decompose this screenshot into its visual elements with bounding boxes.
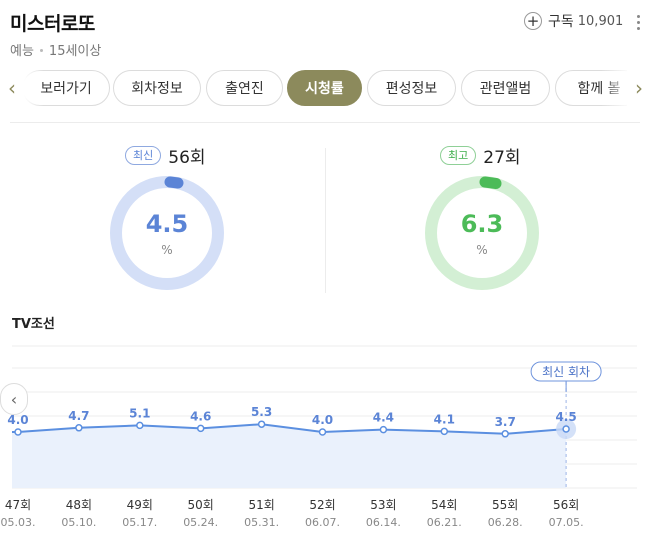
separator-dot — [39, 48, 43, 52]
data-point — [75, 424, 83, 432]
latest-episode-callout-text: 최신 회차 — [542, 365, 590, 379]
date-tick-label: 05.17. — [122, 516, 157, 529]
data-point — [562, 425, 570, 433]
episode-tick-label: 54회 — [431, 498, 457, 512]
data-point — [501, 430, 509, 438]
date-tick-label: 07.05. — [549, 516, 584, 529]
tab-label: 편성정보 — [385, 81, 438, 97]
data-label: 4.7 — [68, 409, 89, 423]
data-label: 5.3 — [251, 405, 272, 419]
episode-tick-label: 48회 — [66, 498, 92, 512]
date-tick-label: 06.28. — [488, 516, 523, 529]
latest-episode: 56회 — [168, 148, 206, 168]
ratings-line-chart: 4.0 47회 05.03. 4.7 48회 05.10. 5.1 49회 05.17. 4.6 5… — [1, 345, 637, 529]
latest-rating-header: 최신 56회 — [125, 143, 206, 168]
best-rating-ring — [425, 176, 539, 290]
channel-name: TV조선 — [12, 317, 55, 332]
date-tick-label: 06.07. — [305, 516, 340, 529]
data-label: 4.0 — [7, 413, 28, 427]
tab-ratings[interactable]: 시청률 — [287, 70, 362, 106]
program-meta: 예능 15세이상 — [10, 40, 101, 59]
data-point — [318, 428, 327, 436]
date-tick-label: 05.03. — [1, 516, 36, 529]
episode-tick-label: 53회 — [370, 498, 396, 512]
chart-scroll-left-icon[interactable]: ‹ — [0, 383, 28, 415]
latest-badge: 최신 — [125, 146, 162, 165]
best-episode: 27회 — [483, 148, 521, 168]
program-header: 미스터로또 예능 15세이상 + 구독 10,901 — [0, 0, 655, 62]
tab-label: 출연진 — [225, 81, 264, 97]
data-point — [136, 421, 144, 430]
date-tick-label: 06.21. — [427, 516, 462, 529]
episode-tick-label: 56회 — [553, 498, 579, 512]
episode-tick-label: 50회 — [188, 498, 214, 512]
latest-rating-ring — [110, 176, 224, 290]
tab-label: 관련앨범 — [479, 81, 532, 97]
data-label: 4.0 — [312, 413, 333, 427]
section-divider — [10, 122, 640, 123]
data-point — [440, 427, 449, 436]
best-badge: 최고 — [440, 146, 477, 165]
tab-scroll-right-icon[interactable]: › — [627, 70, 651, 106]
latest-rating-value: 4.5 — [145, 210, 189, 238]
date-tick-label: 05.31. — [244, 516, 279, 529]
data-point — [196, 424, 205, 433]
episode-tick-label: 47회 — [5, 498, 31, 512]
tab-fade-left — [24, 70, 44, 106]
best-rating-unit: % — [476, 243, 488, 257]
program-title: 미스터로또 — [10, 13, 95, 35]
tab-bar: 보러가기 회차정보 출연진 시청률 편성정보 관련앨범 함께 볼 ‹ › — [0, 70, 655, 108]
best-rating-value: 6.3 — [460, 210, 504, 238]
tab-albums[interactable]: 관련앨범 — [461, 70, 550, 106]
tab-episode-info[interactable]: 회차정보 — [113, 70, 201, 106]
episode-tick-label: 55회 — [492, 498, 518, 512]
data-label: 3.7 — [495, 415, 516, 429]
episode-tick-label: 52회 — [309, 498, 335, 512]
genre-label: 예능 — [10, 44, 34, 59]
tab-schedule[interactable]: 편성정보 — [367, 70, 456, 106]
latest-rating-unit: % — [161, 243, 173, 257]
data-point — [14, 428, 22, 436]
data-label: 5.1 — [129, 406, 150, 420]
data-label: 4.1 — [434, 412, 455, 426]
subscribe-label: 구독 — [548, 14, 574, 30]
episode-tick-label: 51회 — [248, 498, 274, 512]
more-options-icon[interactable] — [632, 12, 644, 34]
tab-label: 보러가기 — [40, 81, 92, 97]
date-tick-label: 05.10. — [61, 516, 96, 529]
tab-label: 시청률 — [305, 81, 344, 97]
stats-divider — [325, 148, 326, 293]
best-rating-header: 최고 27회 — [440, 143, 521, 168]
data-point — [257, 420, 266, 428]
plus-icon: + — [524, 12, 542, 30]
tab-scroll-left-icon[interactable]: ‹ — [0, 70, 24, 106]
area-fill — [12, 424, 567, 488]
data-label: 4.4 — [373, 411, 394, 425]
tab-cast[interactable]: 출연진 — [206, 70, 283, 106]
data-label: 4.5 — [555, 410, 576, 424]
subscribe-button[interactable]: + 구독 10,901 — [524, 9, 623, 33]
episode-tick-label: 49회 — [127, 498, 153, 512]
age-rating: 15세이상 — [48, 44, 102, 59]
date-tick-label: 06.14. — [366, 516, 401, 529]
data-point — [379, 425, 388, 434]
subscriber-count: 10,901 — [577, 13, 624, 29]
data-label: 4.6 — [190, 409, 211, 423]
tab-fade-right — [601, 70, 631, 106]
date-tick-label: 05.24. — [183, 516, 218, 529]
tab-label: 회차정보 — [131, 81, 183, 97]
